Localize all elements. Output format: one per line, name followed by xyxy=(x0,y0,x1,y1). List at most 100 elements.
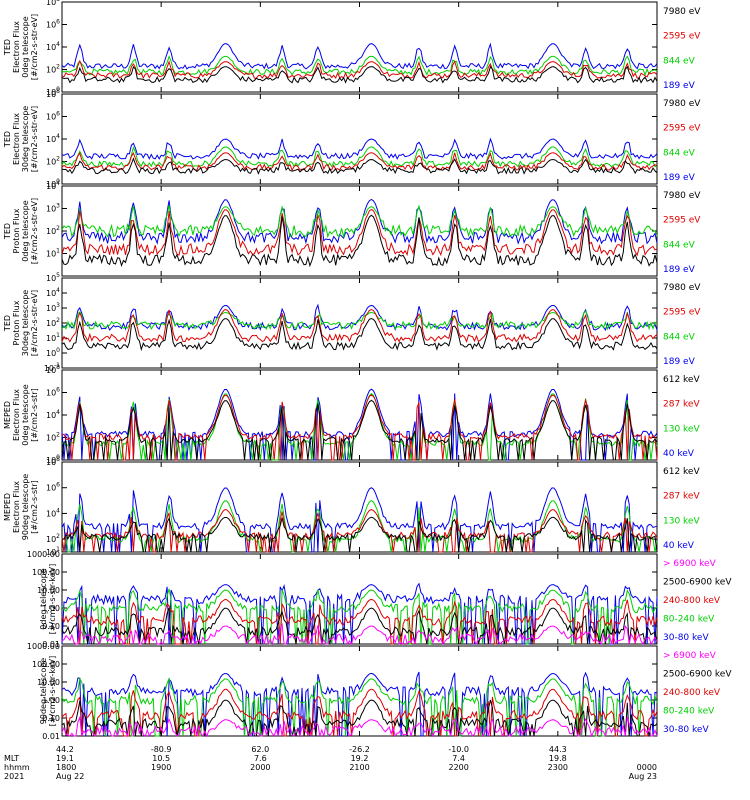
legend-entry: 7980 eV xyxy=(663,7,701,17)
panel-6: 101 102 104 106 108 MEPED Electron Flux 90deg t… xyxy=(3,456,700,557)
series-line-189-ev xyxy=(61,303,658,332)
legend-entry: 287 keV xyxy=(663,492,700,502)
y-axis-label: 90deg telescope xyxy=(21,474,30,541)
y-axis-label: TED xyxy=(3,223,12,240)
series-line-2595-ev xyxy=(61,59,658,80)
y-axis-label: [#/cm2-s-str] xyxy=(30,480,39,533)
legend-entry: 2500-6900 keV xyxy=(663,578,732,588)
panel-frame xyxy=(61,185,658,277)
y-axis-label: MEPED xyxy=(3,401,12,429)
time-axis-value: 2200 xyxy=(448,763,468,772)
y-tick-label: 102 xyxy=(46,64,60,75)
series-line-7980-ev xyxy=(61,214,658,268)
legend-entry: 240-800 keV xyxy=(663,596,721,606)
y-axis-label: Proton Flux xyxy=(12,208,21,253)
y-axis-label: Electron Flux xyxy=(12,389,21,441)
legend-entry: 287 keV xyxy=(663,400,700,410)
legend-entry: > 6900 keV xyxy=(663,651,717,661)
y-tick-label: 0.10 xyxy=(42,714,60,723)
y-tick-label: 103 xyxy=(46,302,60,313)
time-axis-value: 2000 xyxy=(250,763,270,772)
y-axis-label: 30deg telescope xyxy=(21,106,30,173)
y-tick-label: 108 xyxy=(46,364,60,375)
y-tick-label: 106 xyxy=(46,387,60,398)
time-axis-value: Aug 23 xyxy=(629,772,657,781)
y-axis-label: [#/cm2-s-str-keV] xyxy=(48,656,57,727)
series-line-80-240-kev xyxy=(61,676,658,737)
legend-entry: 2595 eV xyxy=(663,32,701,42)
y-axis-label: TED xyxy=(3,131,12,148)
y-tick-label: 100 xyxy=(46,86,60,97)
time-axis-value: Aug 22 xyxy=(56,772,84,781)
panel-3: 101 102 103 104 TED Proton Flux 0deg telescope… xyxy=(3,180,701,277)
y-axis-label: [#/cm2-s-str-eV] xyxy=(30,290,39,356)
series-line-612-kev xyxy=(61,399,658,461)
y-tick-label: 104 xyxy=(46,409,60,420)
time-axis-value: 19.2 xyxy=(351,754,369,763)
legend-entry: 844 eV xyxy=(663,332,696,342)
y-axis-label: [#/cm2-s-str-keV] xyxy=(48,564,57,635)
series-line-7980-ev xyxy=(61,65,658,84)
legend-entry: 844 eV xyxy=(663,148,696,158)
panel-7: 0.01 0.10 1.00 10.00 100.00 1000.00 0deg teles… xyxy=(27,550,732,649)
series-line-2595-ev xyxy=(61,151,658,172)
series-line-189-ev xyxy=(61,137,658,160)
y-axis-label: MEPED xyxy=(3,493,12,521)
y-tick-label: 103 xyxy=(46,203,60,214)
y-axis-label: [#/cm2-s-str-eV] xyxy=(30,106,39,172)
time-axis-row-label: MLT xyxy=(4,754,19,763)
panel-8: 0.01 0.10 1.00 10.00 100.00 1000.00 90deg tele… xyxy=(27,642,732,741)
legend-entry: 7980 eV xyxy=(663,191,701,201)
legend-entry: > 6900 keV xyxy=(663,559,717,569)
series-line-2500-6900-kev xyxy=(61,607,658,645)
y-tick-label: 108 xyxy=(46,456,60,467)
y-tick-label: 104 xyxy=(46,507,60,518)
legend-entry: 189 eV xyxy=(663,357,696,367)
legend-entry: 130 keV xyxy=(663,424,700,434)
series-line-189-ev xyxy=(61,42,658,70)
y-tick-label: 100 xyxy=(46,347,60,358)
time-axis-value: 2300 xyxy=(548,763,568,772)
series-line-844-ev xyxy=(61,204,658,239)
y-axis-label: [#/cm2-s-str-eV] xyxy=(30,198,39,264)
y-axis-label: TED xyxy=(3,39,12,56)
y-tick-label: 10-1 xyxy=(44,362,60,373)
y-tick-label: 100.00 xyxy=(32,660,60,669)
series-line-30-80-kev xyxy=(61,582,658,645)
y-tick-label: 100.00 xyxy=(32,568,60,577)
y-tick-label: 105 xyxy=(46,272,60,283)
series-line-2595-ev xyxy=(61,308,658,343)
series-line-40-kev xyxy=(61,487,658,553)
time-axis-value: 2100 xyxy=(349,763,369,772)
y-tick-label: 0.01 xyxy=(42,732,60,741)
series-line-189-ev xyxy=(61,198,658,245)
y-tick-label: 102 xyxy=(46,533,60,544)
time-axis-value: 1800 xyxy=(56,763,76,772)
panel-frame xyxy=(61,369,658,461)
legend-entry: 2500-6900 keV xyxy=(663,670,732,680)
y-tick-label: 0.10 xyxy=(42,622,60,631)
series-line-130-kev xyxy=(61,500,658,553)
time-axis-value: 1900 xyxy=(151,763,171,772)
legend-entry: 2595 eV xyxy=(663,124,701,134)
time-axis-value: 62.0 xyxy=(251,745,269,754)
y-tick-label: 108 xyxy=(46,0,60,7)
y-axis-label: Proton Flux xyxy=(12,300,21,345)
series-line-844-ev xyxy=(61,310,658,331)
panel-2: 100 102 104 106 108 TED Electron Flux 30deg tel… xyxy=(3,88,701,189)
y-tick-label: 102 xyxy=(46,432,60,443)
y-axis-label: 0deg telescope xyxy=(21,384,30,445)
series-line-2500-6900-kev xyxy=(61,699,658,737)
y-axis-label: [#/cm2-s-str-eV] xyxy=(30,14,39,80)
legend-entry: 240-800 keV xyxy=(663,688,721,698)
legend-entry: 189 eV xyxy=(663,265,696,275)
y-tick-label: 106 xyxy=(46,111,60,122)
legend-entry: 40 keV xyxy=(663,541,695,551)
panel-frame xyxy=(61,93,658,185)
legend-entry: 612 keV xyxy=(663,467,700,477)
series-line-844-ev xyxy=(61,146,658,168)
